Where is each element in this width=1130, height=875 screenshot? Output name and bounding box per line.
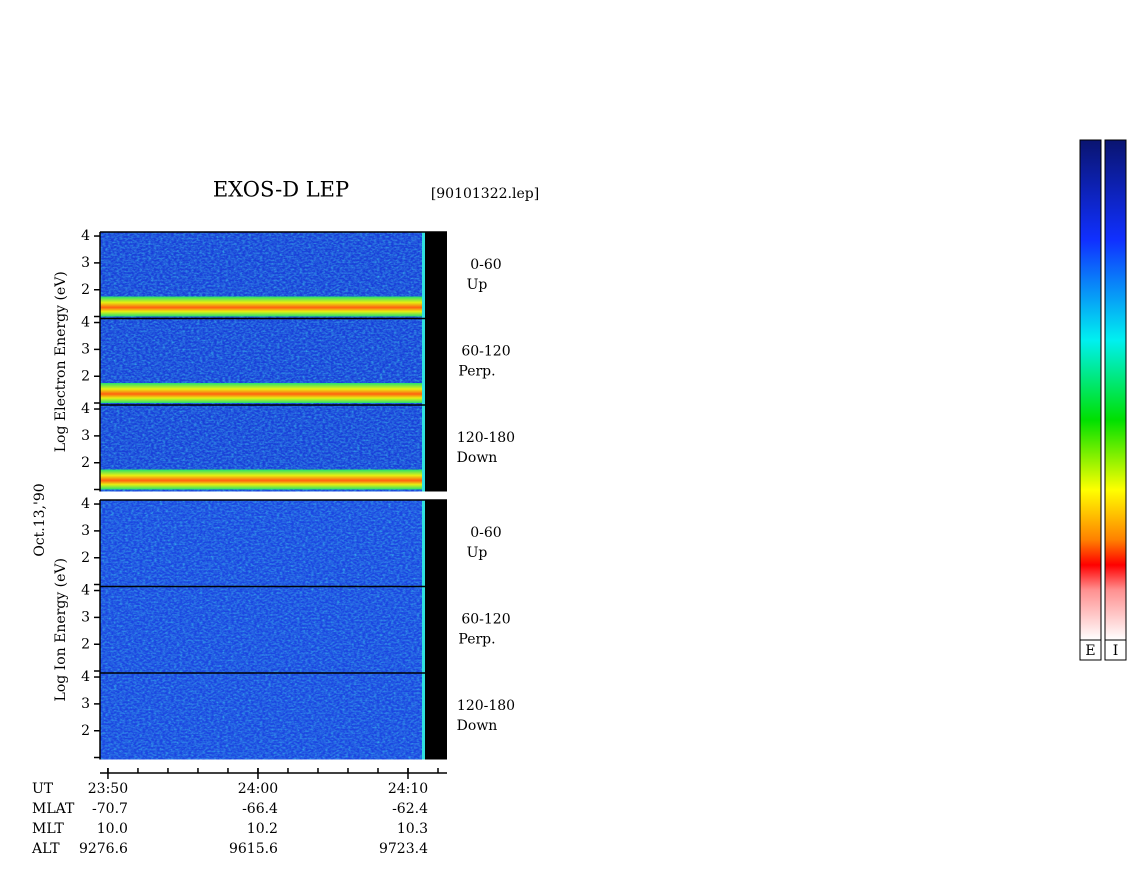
panel-direction: Perp. <box>458 364 495 380</box>
colorbar-label: I <box>1113 643 1119 659</box>
orbit-value: 9723.4 <box>379 841 428 857</box>
x-tick-label: 23:50 <box>88 781 128 797</box>
x-axis-label: UT <box>32 781 54 797</box>
panel-direction: Down <box>457 718 498 734</box>
panel-label: 120-180 <box>457 430 515 446</box>
y-tick-label: 2 <box>81 636 90 652</box>
panel-label: 0-60 <box>470 257 501 273</box>
orbit-name: MLAT <box>32 801 75 817</box>
y-tick-label: 4 <box>81 583 90 599</box>
orbit-value: 10.0 <box>97 821 128 837</box>
y-tick-label: 3 <box>81 609 90 625</box>
spectrogram-edge <box>422 405 425 492</box>
y-tick-label: 3 <box>81 255 90 271</box>
no-data <box>425 673 447 760</box>
no-data <box>425 586 447 673</box>
spectrogram-edge <box>422 232 425 319</box>
y-tick-label: 2 <box>81 723 90 739</box>
orbit-value: 10.2 <box>247 821 278 837</box>
x-tick-label: 24:10 <box>388 781 428 797</box>
y-tick-label: 3 <box>81 696 90 712</box>
orbit-value: 10.3 <box>397 821 428 837</box>
axis-label: Log Ion Energy (eV) <box>53 558 69 701</box>
y-tick-label: 3 <box>81 428 90 444</box>
panel-direction: Perp. <box>458 632 495 648</box>
spectrogram-band <box>100 469 425 490</box>
file-name: [90101322.lep] <box>431 186 539 202</box>
panel-label: 60-120 <box>461 612 510 628</box>
spectrogram-band <box>100 383 425 403</box>
orbit-value: 9276.6 <box>79 841 128 857</box>
orbit-name: MLT <box>32 821 64 837</box>
panel-label: 120-180 <box>457 698 515 714</box>
no-data <box>425 232 447 319</box>
y-tick-label: 3 <box>81 523 90 539</box>
y-tick-label: 2 <box>81 455 90 471</box>
spectrogram-edge <box>422 586 425 673</box>
axis-label: Log Electron Energy (eV) <box>53 271 69 452</box>
y-tick-label: 4 <box>81 669 90 685</box>
no-data <box>425 318 447 405</box>
spectrogram-noise <box>100 500 425 587</box>
spectrogram-noise <box>100 586 425 673</box>
y-tick-label: 2 <box>81 550 90 566</box>
colorbar-label-box <box>1104 639 1127 661</box>
y-tick-label: 2 <box>81 282 90 298</box>
no-data <box>425 405 447 492</box>
colorbar-label: E <box>1085 643 1095 659</box>
y-tick-label: 4 <box>81 496 90 512</box>
spectrogram-edge <box>422 318 425 405</box>
y-tick-label: 2 <box>81 368 90 384</box>
spectrogram-edge <box>422 500 425 587</box>
panel-direction: Up <box>467 277 488 293</box>
panel-label: 0-60 <box>470 525 501 541</box>
no-data <box>425 500 447 587</box>
chart-title: EXOS-D LEP <box>213 178 349 202</box>
orbit-value: -70.7 <box>92 801 128 817</box>
y-tick-label: 4 <box>81 228 90 244</box>
panel-label: 60-120 <box>461 344 510 360</box>
y-tick-label: 4 <box>81 401 90 417</box>
colorbar <box>1079 139 1102 641</box>
spectrogram-edge <box>422 673 425 760</box>
x-tick-label: 24:00 <box>238 781 278 797</box>
orbit-name: ALT <box>31 841 60 857</box>
colorbar <box>1104 139 1127 641</box>
panel-direction: Up <box>467 545 488 561</box>
orbit-value: -66.4 <box>242 801 278 817</box>
panel-direction: Down <box>457 450 498 466</box>
y-tick-label: 4 <box>81 315 90 331</box>
spectrogram-noise <box>100 673 425 760</box>
y-tick-label: 3 <box>81 341 90 357</box>
orbit-value: 9615.6 <box>229 841 278 857</box>
date-label: Oct.13,'90 <box>32 483 48 556</box>
spectrogram-band <box>100 296 425 317</box>
orbit-value: -62.4 <box>392 801 428 817</box>
colorbar-label-box <box>1079 639 1102 661</box>
